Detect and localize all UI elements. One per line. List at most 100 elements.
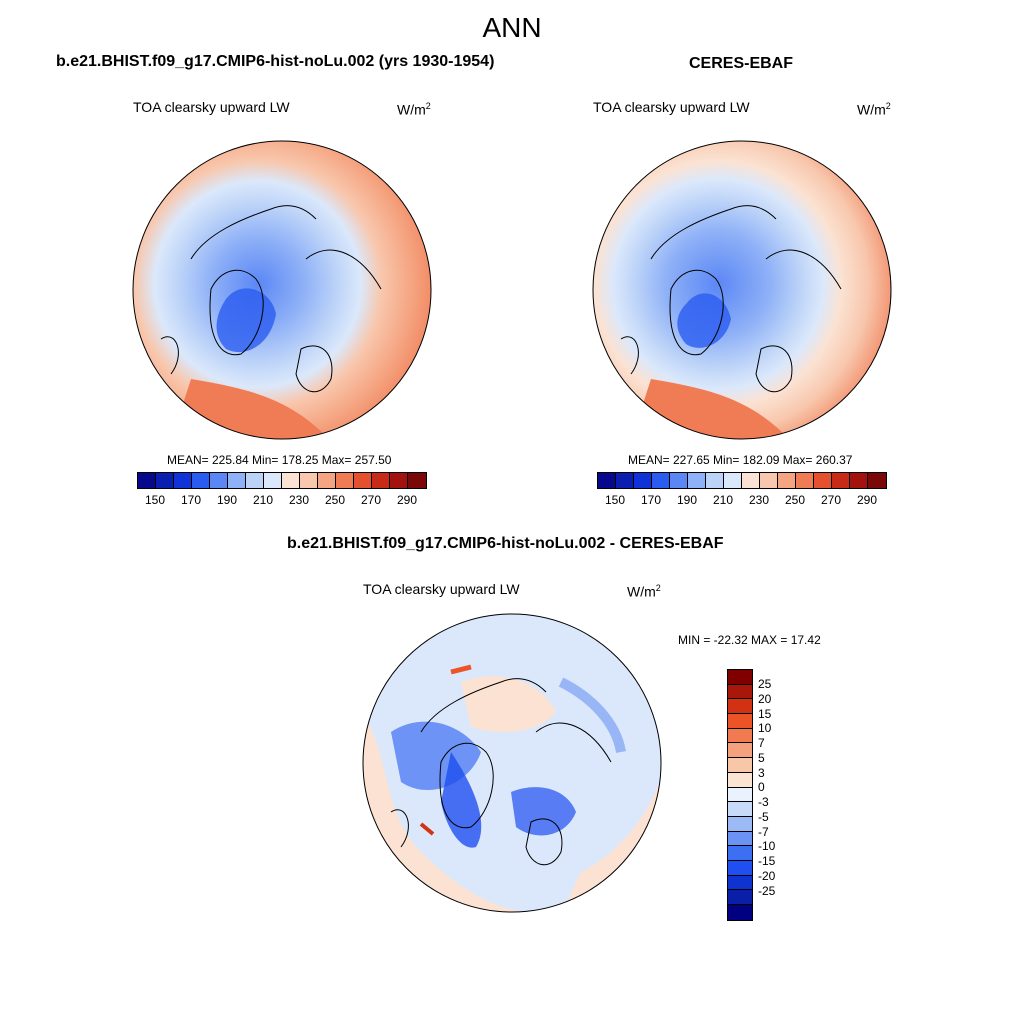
- diff-polar-map: [362, 613, 662, 913]
- diff-tick-label: 25: [758, 677, 772, 691]
- right-tick-label: 150: [604, 493, 626, 507]
- diff-colorbar-swatch: [728, 758, 752, 773]
- diff-units-label: W/m2: [627, 583, 661, 600]
- diff-tick-label: -15: [758, 854, 776, 868]
- left-colorbar-swatch: [264, 473, 282, 488]
- diff-tick-label: -20: [758, 869, 776, 883]
- diff-colorbar-swatch: [728, 802, 752, 817]
- diff-colorbar-swatch: [728, 860, 752, 876]
- right-colorbar-swatch: [850, 473, 868, 488]
- left-colorbar: [137, 472, 427, 489]
- left-colorbar-swatch: [282, 473, 300, 488]
- right-colorbar-swatch: [652, 473, 670, 488]
- diff-colorbar-swatch: [728, 875, 752, 891]
- right-colorbar-swatch: [634, 473, 652, 488]
- left-polar-map: [132, 140, 432, 440]
- left-colorbar-swatch: [336, 473, 354, 488]
- right-colorbar-swatch: [724, 473, 742, 488]
- diff-colorbar-swatch: [728, 684, 752, 700]
- diff-tick-label: -7: [758, 825, 769, 839]
- right-tick-label: 210: [712, 493, 734, 507]
- diff-colorbar-swatch: [728, 728, 752, 744]
- diff-tick-label: 7: [758, 736, 765, 750]
- diff-colorbar-swatch: [728, 714, 752, 729]
- left-stats: MEAN= 225.84 Min= 178.25 Max= 257.50: [167, 453, 392, 467]
- right-tick-label: 270: [820, 493, 842, 507]
- right-colorbar-swatch: [778, 473, 796, 488]
- diff-colorbar-swatch: [728, 905, 752, 920]
- left-tick-label: 230: [288, 493, 310, 507]
- right-colorbar-swatch: [760, 473, 778, 488]
- left-colorbar-ticks: 150 170 190 210 230 250 270 290: [137, 493, 427, 509]
- diff-tick-label: -3: [758, 795, 769, 809]
- right-colorbar-swatch: [796, 473, 814, 488]
- right-colorbar: [597, 472, 887, 489]
- left-colorbar-swatch: [228, 473, 246, 488]
- diff-colorbar-swatch: [728, 831, 752, 847]
- figure-title: ANN: [482, 12, 542, 43]
- left-tick-label: 170: [180, 493, 202, 507]
- right-colorbar-swatch: [814, 473, 832, 488]
- diff-colorbar-swatch: [728, 816, 752, 832]
- right-colorbar-swatch: [868, 473, 886, 488]
- left-tick-label: 250: [324, 493, 346, 507]
- diff-colorbar-swatch: [728, 772, 752, 788]
- left-tick-label: 190: [216, 493, 238, 507]
- right-colorbar-swatch: [670, 473, 688, 488]
- diff-colorbar-swatch: [728, 787, 752, 803]
- right-colorbar-ticks: 150 170 190 210 230 250 270 290: [597, 493, 887, 509]
- right-colorbar-swatch: [832, 473, 850, 488]
- diff-tick-label: 0: [758, 780, 765, 794]
- right-colorbar-swatch: [616, 473, 634, 488]
- left-colorbar-swatch: [156, 473, 174, 488]
- right-units-label: W/m2: [857, 101, 891, 118]
- right-tick-label: 250: [784, 493, 806, 507]
- left-colorbar-swatch: [318, 473, 336, 488]
- diff-colorbar-swatch: [728, 743, 752, 759]
- diff-colorbar-ticks: 25 20 15 10 7 5 3 0 -3 -5 -7 -10 -15 -20…: [758, 676, 798, 916]
- left-colorbar-swatch: [192, 473, 210, 488]
- left-tick-label: 150: [144, 493, 166, 507]
- left-colorbar-swatch: [354, 473, 372, 488]
- left-tick-label: 290: [396, 493, 418, 507]
- diff-tick-label: -10: [758, 839, 776, 853]
- diff-stats: MIN = -22.32 MAX = 17.42: [678, 633, 821, 647]
- diff-tick-label: 3: [758, 766, 765, 780]
- left-panel-title: b.e21.BHIST.f09_g17.CMIP6-hist-noLu.002 …: [56, 53, 495, 70]
- left-variable-label: TOA clearsky upward LW: [133, 99, 290, 115]
- left-colorbar-swatch: [174, 473, 192, 488]
- diff-panel-title: b.e21.BHIST.f09_g17.CMIP6-hist-noLu.002 …: [287, 535, 724, 552]
- right-tick-label: 230: [748, 493, 770, 507]
- diff-colorbar-swatch: [728, 890, 752, 905]
- right-stats: MEAN= 227.65 Min= 182.09 Max= 260.37: [628, 453, 853, 467]
- left-colorbar-swatch: [138, 473, 156, 488]
- left-colorbar-swatch: [246, 473, 264, 488]
- right-colorbar-swatch: [688, 473, 706, 488]
- right-tick-label: 190: [676, 493, 698, 507]
- left-colorbar-swatch: [372, 473, 390, 488]
- diff-tick-label: 15: [758, 707, 772, 721]
- right-colorbar-swatch: [706, 473, 724, 488]
- diff-tick-label: -25: [758, 884, 776, 898]
- diff-colorbar-swatch: [728, 846, 752, 861]
- right-tick-label: 170: [640, 493, 662, 507]
- diff-colorbar-swatch: [728, 670, 752, 685]
- diff-variable-label: TOA clearsky upward LW: [363, 581, 520, 597]
- diff-tick-label: 10: [758, 721, 772, 735]
- left-tick-label: 210: [252, 493, 274, 507]
- left-colorbar-swatch: [210, 473, 228, 488]
- right-polar-map: [592, 140, 892, 440]
- left-tick-label: 270: [360, 493, 382, 507]
- right-panel-title: CERES-EBAF: [689, 55, 794, 72]
- left-colorbar-swatch: [300, 473, 318, 488]
- right-colorbar-swatch: [598, 473, 616, 488]
- diff-colorbar-swatch: [728, 699, 752, 715]
- right-variable-label: TOA clearsky upward LW: [593, 99, 750, 115]
- diff-colorbar: [727, 669, 753, 921]
- left-colorbar-swatch: [390, 473, 408, 488]
- right-tick-label: 290: [856, 493, 878, 507]
- diff-tick-label: 20: [758, 692, 772, 706]
- diff-tick-label: 5: [758, 751, 765, 765]
- diff-tick-label: -5: [758, 810, 769, 824]
- right-colorbar-swatch: [742, 473, 760, 488]
